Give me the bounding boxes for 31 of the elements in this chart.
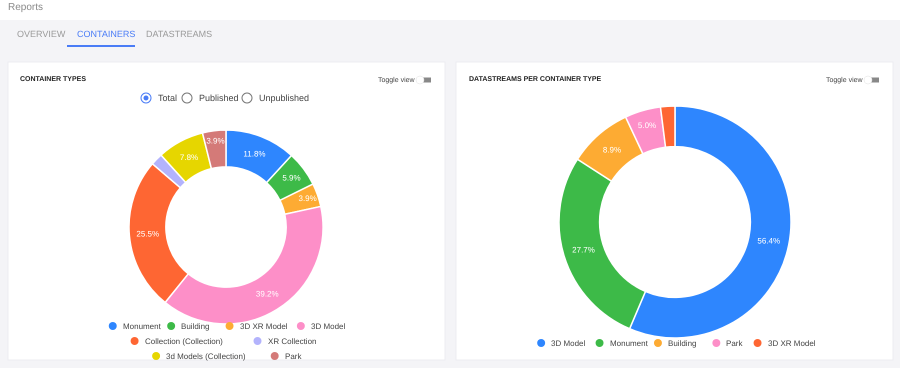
legend-label: Building: [181, 322, 210, 331]
data-label: 7.8%: [180, 153, 198, 162]
data-label: 8.9%: [602, 146, 622, 155]
legend-label: 3D XR Model: [240, 322, 288, 331]
data-label: 11.8%: [243, 149, 266, 158]
legend-label: XR Collection: [268, 337, 316, 346]
data-label: 3.9%: [206, 136, 225, 146]
data-label: 5.9%: [282, 173, 301, 182]
data-label: 25.5%: [136, 230, 160, 239]
data-label: 5.0%: [638, 121, 656, 130]
data-label: 39.2%: [256, 289, 279, 298]
legend-label: 3D XR Model: [768, 339, 816, 348]
legend-label: Monument: [610, 339, 649, 348]
text: Reports: [8, 2, 44, 13]
legend-label: Building: [668, 339, 696, 348]
text: Unpublished: [259, 93, 310, 103]
legend-label: Park: [726, 339, 744, 348]
legend-label: Monument: [123, 322, 162, 331]
text: OVERVIEW: [17, 29, 66, 39]
data-label: 3.9%: [298, 194, 317, 203]
legend-label: 3d Models (Collection): [166, 352, 246, 361]
text: Published: [199, 93, 239, 103]
text: DATASTREAMS: [146, 29, 212, 39]
text: Total: [158, 93, 178, 103]
legend-label: Park: [285, 352, 302, 361]
legend-label: 3D Model: [551, 339, 586, 348]
legend-label: 3D Model: [311, 322, 346, 331]
data-label: 27.7%: [572, 246, 595, 255]
legend-label: Collection (Collection): [145, 337, 224, 346]
text: CONTAINERS: [77, 29, 136, 39]
data-label: 56.4%: [757, 236, 780, 246]
